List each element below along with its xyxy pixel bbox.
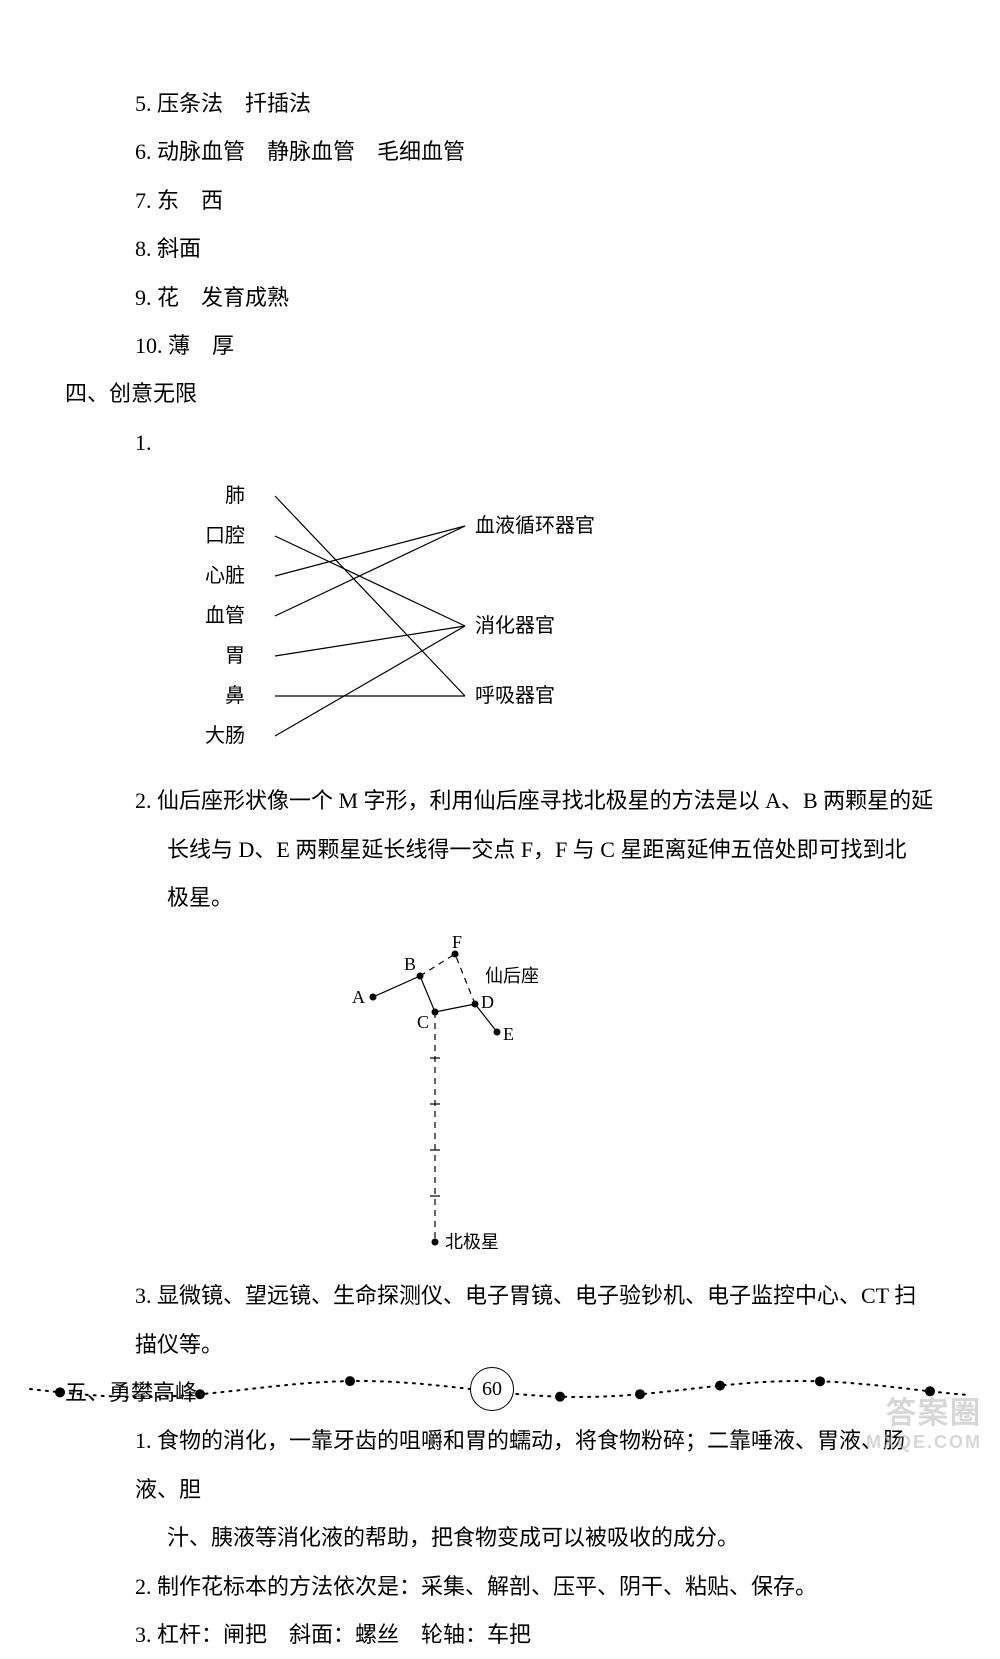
watermark-bottom: MXQE.COM	[866, 1432, 982, 1453]
svg-text:D: D	[481, 992, 494, 1012]
section-5-q1-line1: 1. 食物的消化，一靠牙齿的咀嚼和胃的蠕动，将食物粉碎；二靠唾液、胃液、肠液、胆	[135, 1417, 935, 1514]
section-5-q2: 2. 制作花标本的方法依次是：采集、解剖、压平、阴干、粘贴、保存。	[135, 1563, 935, 1611]
section-4-q1: 1.	[135, 419, 935, 467]
watermark-top: 答案圈	[866, 1388, 982, 1432]
watermark: 答案圈 MXQE.COM	[866, 1388, 982, 1453]
section-5-q3: 3. 杠杆：闸把 斜面：螺丝 轮轴：车把	[135, 1611, 935, 1659]
svg-text:心脏: 心脏	[205, 564, 245, 587]
item-6: 6. 动脉血管 静脉血管 毛细血管	[135, 128, 935, 176]
svg-text:A: A	[352, 987, 365, 1007]
page-number-text: 60	[482, 1378, 502, 1401]
matching-diagram: 肺口腔心脏血管胃鼻大肠 血液循环器官消化器官呼吸器官	[185, 477, 665, 767]
item-8: 8. 斜面	[135, 225, 935, 273]
cassiopeia-diagram: A B C DE F 仙后座北极星	[335, 932, 605, 1262]
section-5-q1-line2: 汁、胰液等消化液的帮助，把食物变成可以被吸收的成分。	[167, 1514, 935, 1562]
svg-text:胃: 胃	[225, 645, 245, 667]
svg-text:消化器官: 消化器官	[475, 614, 555, 637]
svg-text:血液循环器官: 血液循环器官	[475, 514, 595, 537]
svg-text:鼻: 鼻	[225, 684, 245, 707]
section-4-q3: 3. 显微镜、望远镜、生命探测仪、电子胃镜、电子验钞机、电子监控中心、CT 扫描…	[135, 1272, 935, 1369]
svg-text:B: B	[404, 954, 416, 974]
item-7: 7. 东 西	[135, 177, 935, 225]
svg-text:C: C	[417, 1012, 429, 1032]
svg-text:北极星: 北极星	[445, 1232, 499, 1252]
section-4-q2-line1: 2. 仙后座形状像一个 M 字形，利用仙后座寻找北极星的方法是以 A、B 两颗星…	[135, 777, 935, 825]
section-4-q2-line2: 长线与 D、E 两颗星延长线得一交点 F，F 与 C 星距离延伸五倍处即可找到北	[167, 826, 935, 874]
svg-text:口腔: 口腔	[205, 524, 245, 547]
item-10: 10. 薄 厚	[135, 322, 935, 370]
section-4-q2-line3: 极星。	[167, 874, 935, 922]
svg-text:肺: 肺	[225, 485, 245, 507]
section-4-header: 四、创意无限	[65, 370, 935, 418]
svg-text:E: E	[503, 1024, 514, 1044]
svg-text:仙后座: 仙后座	[485, 966, 539, 986]
svg-text:呼吸器官: 呼吸器官	[475, 684, 555, 707]
svg-text:F: F	[452, 932, 462, 952]
item-5: 5. 压条法 扦插法	[135, 80, 935, 128]
item-9: 9. 花 发育成熟	[135, 274, 935, 322]
svg-text:大肠: 大肠	[205, 724, 245, 747]
svg-text:血管: 血管	[205, 604, 245, 627]
page-number: 60	[470, 1367, 514, 1411]
